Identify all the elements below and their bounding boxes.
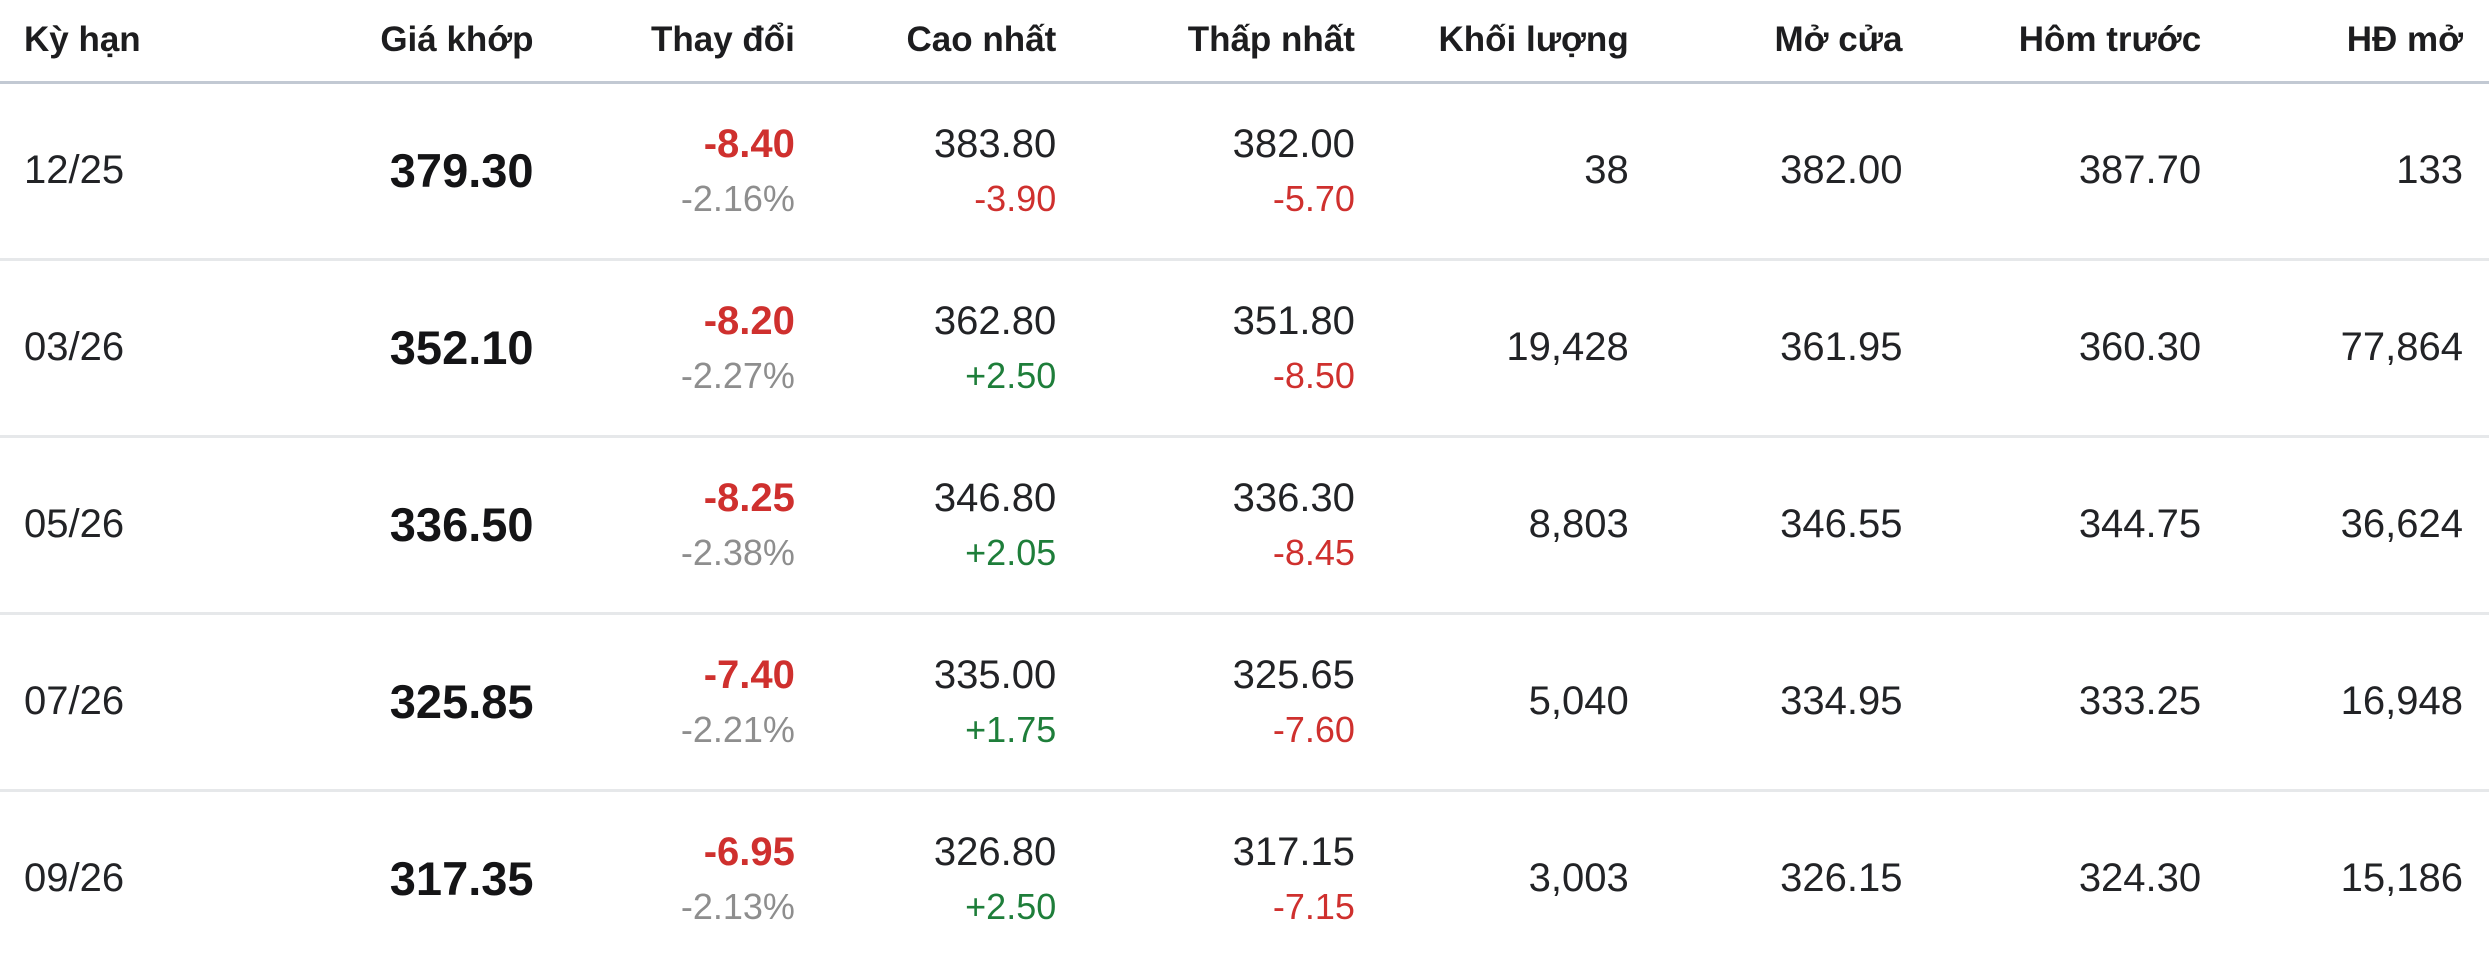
- open-interest-cell: 15,186: [2215, 790, 2489, 963]
- term-cell: 07/26: [0, 613, 299, 792]
- highest-value: 335.00: [933, 653, 1057, 697]
- highest-change: +2.50: [965, 886, 1057, 927]
- highest-change: +2.05: [965, 532, 1057, 573]
- open-interest-cell: 133: [2215, 82, 2489, 261]
- change-value: -8.25: [703, 476, 795, 520]
- lowest-value: 382.00: [1232, 122, 1355, 166]
- open-interest-cell: 36,624: [2215, 436, 2489, 615]
- open-interest-cell: 16,948: [2215, 613, 2489, 792]
- lowest-value: 325.65: [1232, 653, 1355, 697]
- lowest-cell: 382.00 -5.70: [1070, 82, 1369, 261]
- open-cell: 326.15: [1642, 790, 1917, 963]
- change-cell: -7.40 -2.21%: [547, 613, 809, 792]
- highest-cell: 335.00 +1.75: [808, 613, 1071, 792]
- table-header-row: Kỳ hạn Giá khớp Thay đổi Cao nhất Thấp n…: [0, 0, 2489, 84]
- volume-cell: 8,803: [1368, 436, 1643, 615]
- previous-day-cell: 360.30: [1916, 259, 2216, 438]
- highest-change: +1.75: [965, 709, 1057, 750]
- matched-price-cell: 325.85: [298, 613, 548, 792]
- change-cell: -8.40 -2.16%: [547, 82, 809, 261]
- lowest-cell: 351.80 -8.50: [1070, 259, 1369, 438]
- lowest-cell: 336.30 -8.45: [1070, 436, 1369, 615]
- highest-value: 346.80: [933, 476, 1057, 520]
- highest-cell: 326.80 +2.50: [808, 790, 1071, 963]
- header-open-interest: HĐ mở: [2215, 0, 2489, 84]
- previous-day-cell: 333.25: [1916, 613, 2216, 792]
- term-cell: 12/25: [0, 82, 299, 261]
- matched-price-cell: 379.30: [298, 82, 548, 261]
- highest-cell: 383.80 -3.90: [808, 82, 1071, 261]
- change-cell: -8.20 -2.27%: [547, 259, 809, 438]
- change-percent: -2.38%: [680, 532, 795, 573]
- header-previous-day: Hôm trước: [1916, 0, 2216, 84]
- highest-cell: 362.80 +2.50: [808, 259, 1071, 438]
- change-cell: -6.95 -2.13%: [547, 790, 809, 963]
- change-percent: -2.21%: [680, 709, 795, 750]
- matched-price-cell: 317.35: [298, 790, 548, 963]
- previous-day-cell: 387.70: [1916, 82, 2216, 261]
- highest-change: +2.50: [965, 355, 1057, 396]
- table-row[interactable]: 07/26 325.85 -7.40 -2.21% 335.00 +1.75 3…: [0, 613, 2489, 792]
- change-value: -6.95: [703, 830, 795, 874]
- change-value: -8.40: [703, 122, 795, 166]
- table-row[interactable]: 03/26 352.10 -8.20 -2.27% 362.80 +2.50 3…: [0, 259, 2489, 438]
- open-cell: 334.95: [1642, 613, 1917, 792]
- header-matched-price: Giá khớp: [298, 0, 548, 84]
- highest-value: 326.80: [933, 830, 1057, 874]
- lowest-value: 317.15: [1232, 830, 1355, 874]
- highest-cell: 346.80 +2.05: [808, 436, 1071, 615]
- open-cell: 382.00: [1642, 82, 1917, 261]
- table-row[interactable]: 05/26 336.50 -8.25 -2.38% 346.80 +2.05 3…: [0, 436, 2489, 615]
- lowest-change: -7.15: [1272, 886, 1355, 927]
- header-term: Kỳ hạn: [0, 0, 299, 84]
- lowest-value: 336.30: [1232, 476, 1355, 520]
- lowest-change: -7.60: [1272, 709, 1355, 750]
- volume-cell: 5,040: [1368, 613, 1643, 792]
- change-cell: -8.25 -2.38%: [547, 436, 809, 615]
- open-interest-cell: 77,864: [2215, 259, 2489, 438]
- open-cell: 361.95: [1642, 259, 1917, 438]
- lowest-change: -8.45: [1272, 532, 1355, 573]
- header-open: Mở cửa: [1642, 0, 1917, 84]
- highest-value: 383.80: [933, 122, 1057, 166]
- change-percent: -2.13%: [680, 886, 795, 927]
- header-volume: Khối lượng: [1368, 0, 1643, 84]
- previous-day-cell: 344.75: [1916, 436, 2216, 615]
- highest-change: -3.90: [974, 178, 1057, 219]
- term-cell: 09/26: [0, 790, 299, 963]
- change-percent: -2.16%: [680, 178, 795, 219]
- matched-price-cell: 352.10: [298, 259, 548, 438]
- term-cell: 03/26: [0, 259, 299, 438]
- lowest-value: 351.80: [1232, 299, 1355, 343]
- lowest-change: -5.70: [1272, 178, 1355, 219]
- highest-value: 362.80: [933, 299, 1057, 343]
- matched-price-cell: 336.50: [298, 436, 548, 615]
- change-value: -8.20: [703, 299, 795, 343]
- lowest-cell: 317.15 -7.15: [1070, 790, 1369, 963]
- header-highest: Cao nhất: [808, 0, 1071, 84]
- change-percent: -2.27%: [680, 355, 795, 396]
- previous-day-cell: 324.30: [1916, 790, 2216, 963]
- lowest-cell: 325.65 -7.60: [1070, 613, 1369, 792]
- lowest-change: -8.50: [1272, 355, 1355, 396]
- volume-cell: 19,428: [1368, 259, 1643, 438]
- table-row[interactable]: 12/25 379.30 -8.40 -2.16% 383.80 -3.90 3…: [0, 82, 2489, 261]
- table-row[interactable]: 09/26 317.35 -6.95 -2.13% 326.80 +2.50 3…: [0, 790, 2489, 963]
- change-value: -7.40: [703, 653, 795, 697]
- open-cell: 346.55: [1642, 436, 1917, 615]
- volume-cell: 38: [1368, 82, 1643, 261]
- header-change: Thay đổi: [547, 0, 809, 84]
- term-cell: 05/26: [0, 436, 299, 615]
- header-lowest: Thấp nhất: [1070, 0, 1369, 84]
- volume-cell: 3,003: [1368, 790, 1643, 963]
